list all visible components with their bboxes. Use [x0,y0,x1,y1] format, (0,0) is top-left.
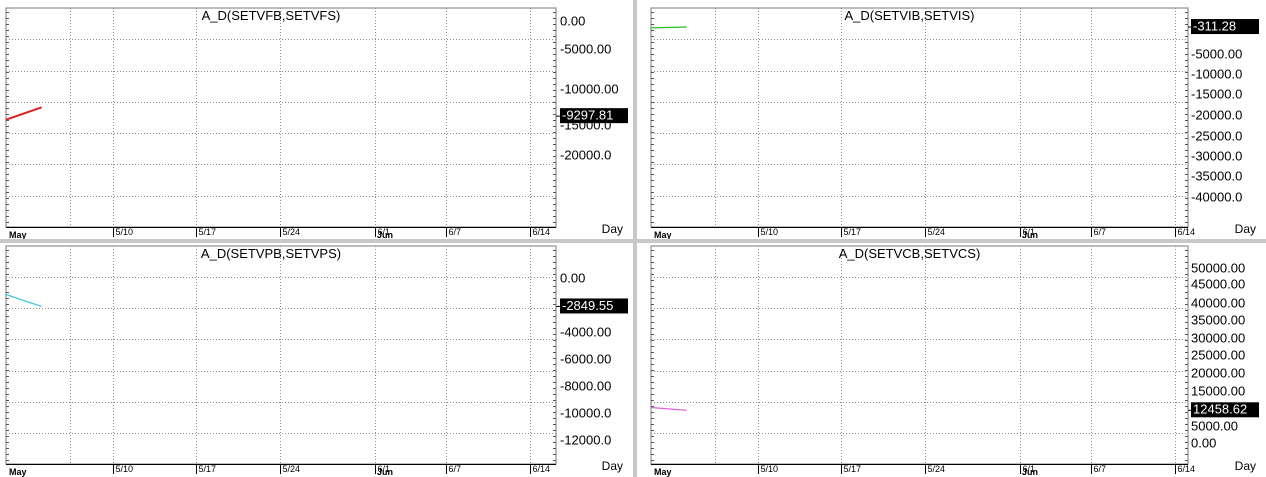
x-tick-label: 6/1 [378,464,391,474]
plot-area[interactable] [650,245,1189,465]
chart-panel-top-right[interactable]: A_D(SETVIB,SETVIS) -5000.00 -10000.0 -15000… [637,0,1266,239]
y-tick-label: -20000.0 [560,147,611,162]
current-value-badge [1191,402,1259,418]
x-tick-label: 5/10 [116,464,134,474]
chart-panel-bottom-left[interactable]: A_D(SETVPB,SETVPS)0.00-2000.00-4000.00-6… [0,243,633,477]
chart-title: A_D(SETVFB,SETVFS) [202,8,341,23]
y-tick-label: -10000.00 [560,81,619,96]
horizontal-splitter[interactable] [0,239,1266,243]
plot-area[interactable] [5,245,557,465]
month-label: Jun [1022,230,1038,239]
period-label[interactable]: Day [1235,459,1256,473]
x-tick-label: 5/17 [844,227,862,237]
y-tick-label: 0.00 [560,270,585,285]
x-tick-label: 6/1 [378,227,391,237]
current-value-badge [560,298,628,314]
chart-title: A_D(SETVCB,SETVCS) [839,246,981,261]
y-tick-label: 5000.00 [1191,418,1238,433]
series-line[interactable] [5,293,42,308]
current-value-badge [560,108,628,124]
x-tick-label: 6/1 [1023,464,1036,474]
month-label: Jun [1022,467,1038,477]
x-tick-label: 6/7 [1094,464,1107,474]
chart-title: A_D(SETVPB,SETVPS) [201,246,341,261]
y-tick-label: -5000.00 [560,41,611,56]
y-tick-label: 20000.00 [1191,365,1245,380]
y-tick-label: 0.00 [1191,435,1216,450]
y-tick-label: -15000.0 [1191,86,1242,101]
x-tick-label: 5/24 [928,464,946,474]
series-line[interactable] [5,106,43,121]
current-value-label: -311.28 [1193,18,1236,33]
month-label: May [9,467,27,477]
x-tick-label: 5/17 [199,227,217,237]
y-tick-label: 50000.00 [1191,260,1245,275]
y-tick-label: 45000.00 [1191,276,1245,291]
current-value-label: -2849.55 [562,298,613,313]
y-tick-label: -10000.0 [1191,66,1242,81]
x-tick-label: 5/17 [199,464,217,474]
series-line[interactable] [650,26,687,29]
chart-title: A_D(SETVIB,SETVIS) [844,8,974,23]
chart-svg: A_D(SETVPB,SETVPS)0.00-2000.00-4000.00-6… [5,245,628,477]
y-tick-label: -20000.0 [1191,107,1242,122]
y-tick-label: -40000.0 [1191,189,1242,204]
plot-area[interactable] [650,7,1189,228]
x-tick-label: 5/10 [761,227,779,237]
y-tick-label: -30000.0 [1191,148,1242,163]
y-tick-label: 0.00 [560,13,585,28]
x-tick-label: 6/7 [449,464,462,474]
current-value-label: 12458.62 [1193,402,1247,417]
x-tick-label: 5/10 [761,464,779,474]
month-label: May [654,230,672,239]
x-tick-label: 6/14 [533,227,551,237]
x-tick-label: 6/7 [1094,227,1107,237]
month-label: May [9,230,27,239]
y-tick-label: -25000.0 [1191,128,1242,143]
y-tick-label: -4000.00 [560,324,611,339]
x-tick-label: 6/1 [1023,227,1036,237]
y-tick-label: -35000.0 [1191,168,1242,183]
month-label: Jun [377,467,393,477]
x-tick-label: 5/24 [283,227,301,237]
series-line[interactable] [650,406,687,411]
period-label[interactable]: Day [602,222,623,236]
y-tick-label: 35000.00 [1191,312,1245,327]
x-tick-label: 6/14 [1178,464,1196,474]
y-tick-label: -12000.0 [560,432,611,447]
month-label: Jun [377,230,393,239]
chart-panel-top-left[interactable]: A_D(SETVFB,SETVFS) 0.00 -5000.00 -10000.00 -… [0,0,633,239]
y-tick-label: -8000.00 [560,378,611,393]
x-tick-label: 5/24 [928,227,946,237]
chart-panel-bottom-right[interactable]: A_D(SETVCB,SETVCS) 50000.00 45000.00 40000.… [637,243,1266,477]
y-tick-label: 40000.00 [1191,295,1245,310]
x-tick-label: 6/14 [533,464,551,474]
current-value-badge [1191,19,1259,35]
y-tick-label: 30000.00 [1191,330,1245,345]
y-tick-label: -5000.00 [1191,46,1242,61]
vertical-splitter[interactable] [633,0,637,477]
chart-svg: A_D(SETVIB,SETVIS) -5000.00 -10000.0 -15000… [650,7,1259,239]
x-tick-label: 5/17 [844,464,862,474]
y-tick-label: 15000.00 [1191,383,1245,398]
chart-svg: A_D(SETVFB,SETVFS) 0.00 -5000.00 -10000.00 -… [5,7,628,239]
x-tick-label: 5/10 [116,227,134,237]
month-label: May [654,467,672,477]
y-tick-label: -10000.0 [560,405,611,420]
x-tick-label: 5/24 [283,464,301,474]
period-label[interactable]: Day [1235,222,1256,236]
period-label[interactable]: Day [602,459,623,473]
y-tick-label: -6000.00 [560,351,611,366]
y-tick-label: 25000.00 [1191,347,1245,362]
x-tick-label: 6/14 [1178,227,1196,237]
current-value-label: -9297.81 [562,108,613,123]
x-tick-label: 6/7 [449,227,462,237]
